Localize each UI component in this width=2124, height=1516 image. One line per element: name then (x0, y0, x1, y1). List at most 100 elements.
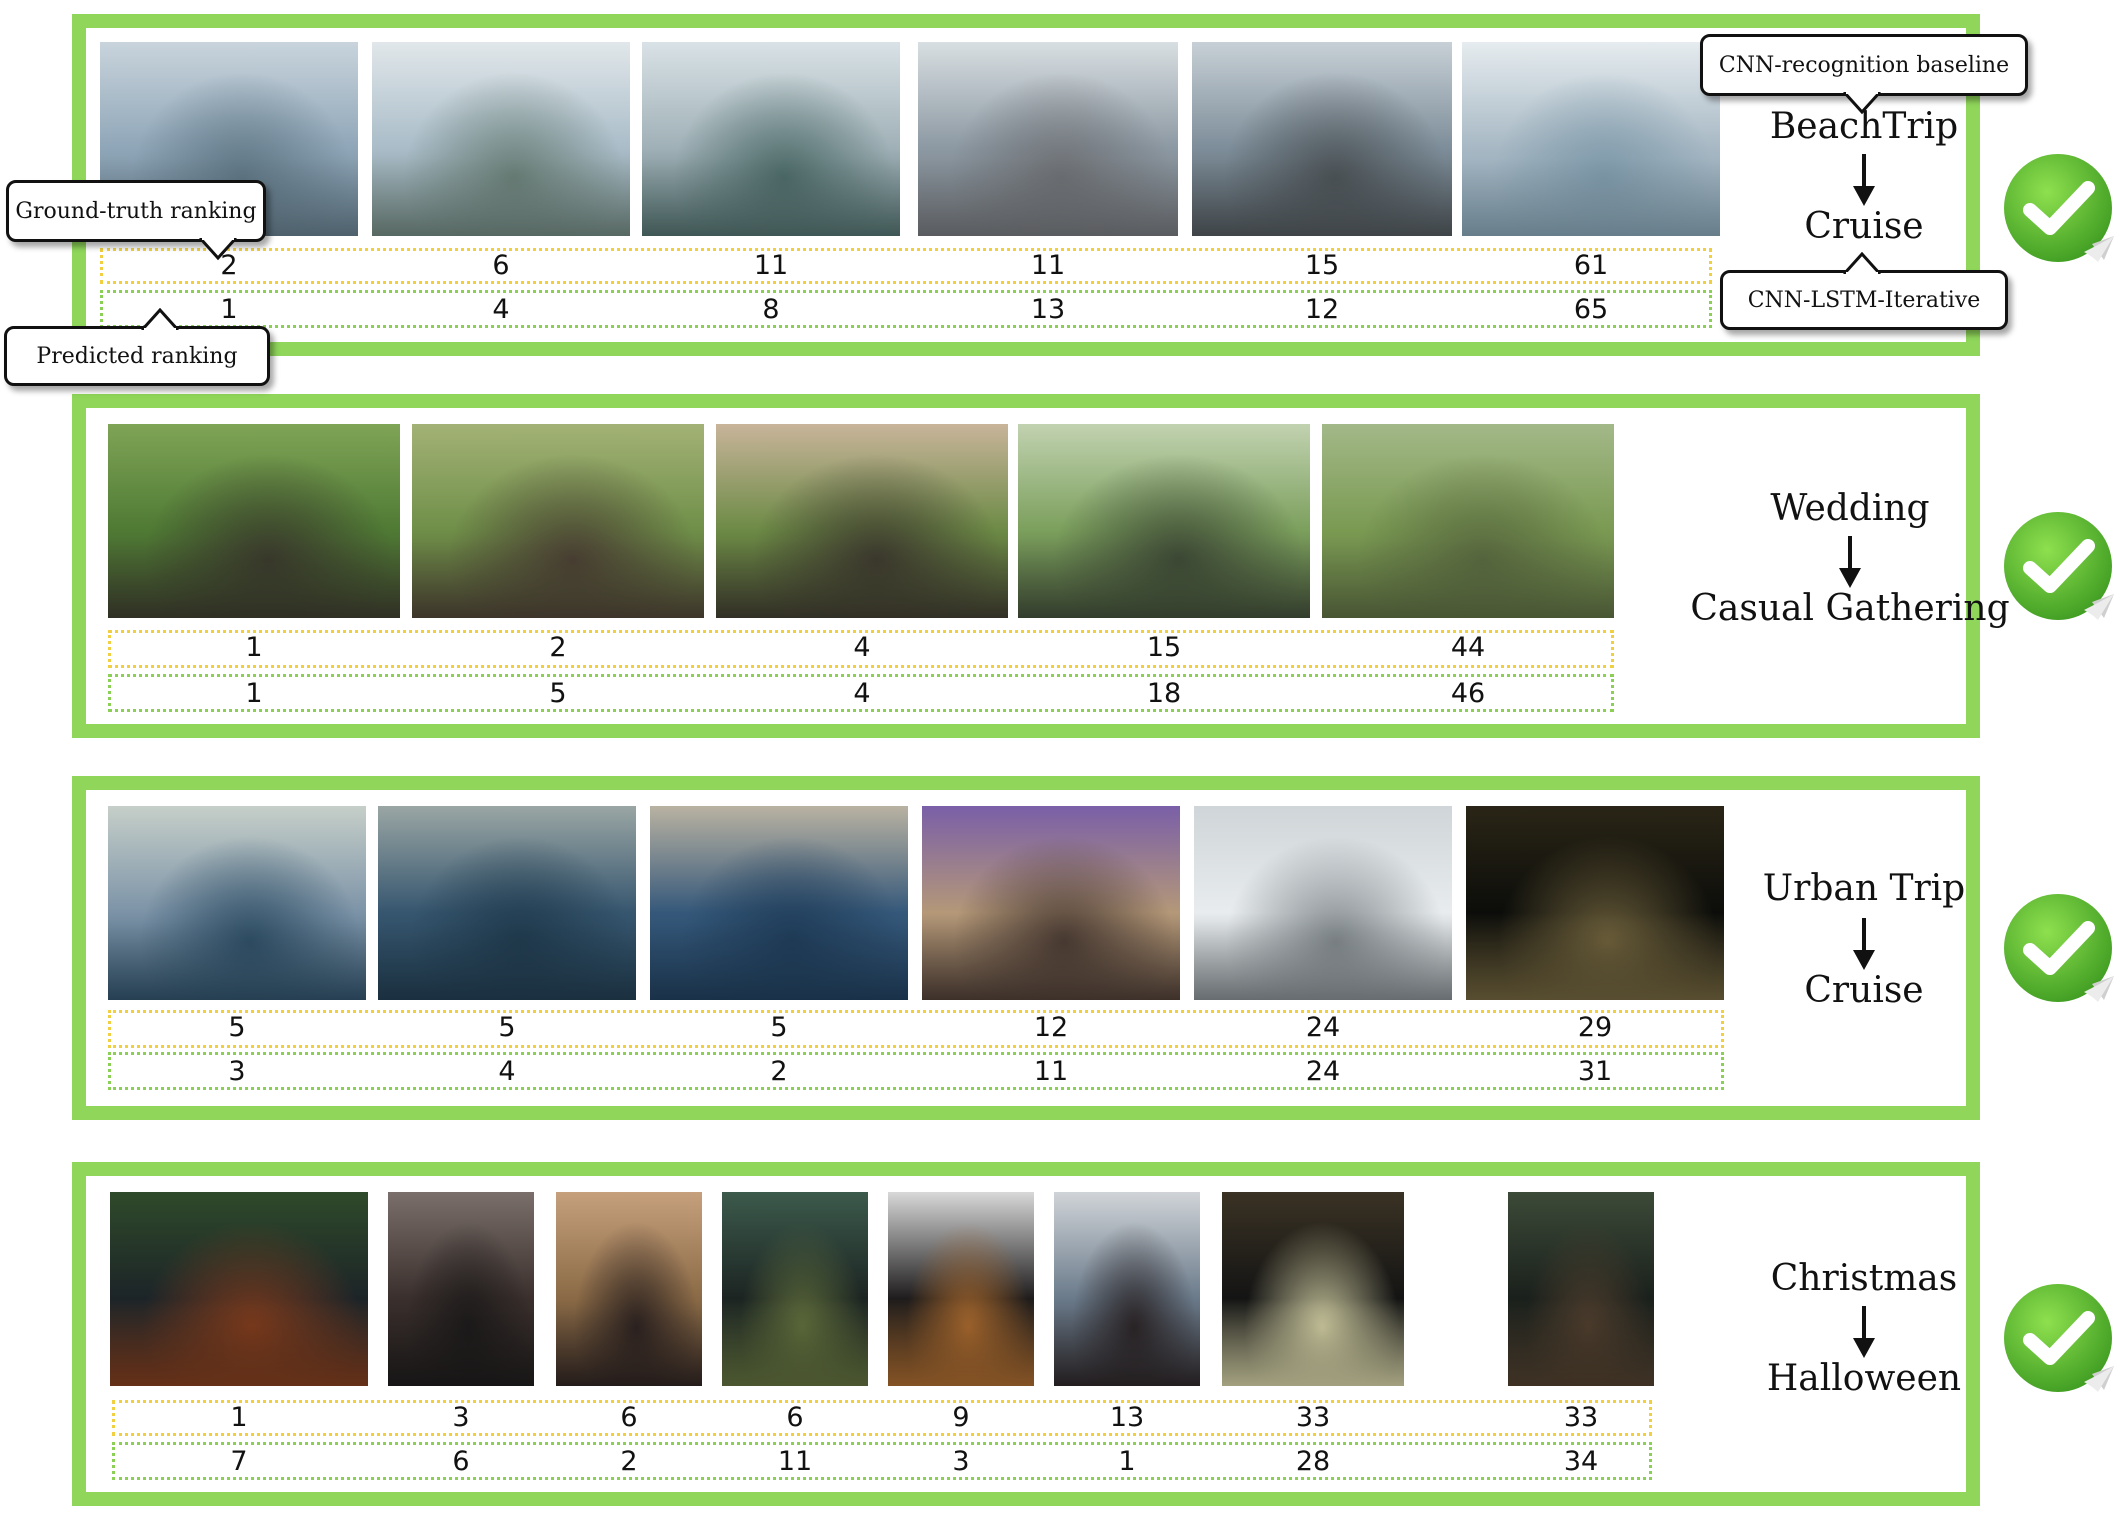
predicted-rank: 4 (853, 678, 871, 709)
ground-truth-rank-box (108, 1010, 1724, 1048)
album-photo (1018, 424, 1310, 618)
ground-truth-rank-box (112, 1400, 1652, 1436)
predicted-rank: 5 (549, 678, 567, 709)
album-photo (650, 806, 908, 1000)
predicted-rank-box (108, 674, 1614, 712)
ground-truth-rank: 29 (1577, 1012, 1613, 1043)
album-photo (1054, 1192, 1200, 1386)
album-photo (1192, 42, 1452, 236)
ground-truth-rank: 12 (1033, 1012, 1069, 1043)
album-photo (1466, 806, 1724, 1000)
baseline-event-label: Christmas (1770, 1258, 1958, 1299)
ground-truth-rank: 15 (1146, 632, 1182, 663)
predicted-rank: 24 (1305, 1056, 1341, 1087)
ground-truth-rank: 2 (220, 250, 238, 281)
predicted-callout-pointer (140, 307, 180, 334)
predicted-rank: 3 (228, 1056, 246, 1087)
predicted-rank-box (108, 1052, 1724, 1090)
predicted-rank: 3 (952, 1446, 970, 1477)
ground-truth-rank-box (108, 630, 1614, 668)
down-arrow-icon (1849, 918, 1879, 970)
predicted-rank: 4 (498, 1056, 516, 1087)
predicted-rank: 11 (1033, 1056, 1069, 1087)
down-arrow-icon (1849, 154, 1879, 206)
predicted-rank: 46 (1450, 678, 1486, 709)
album-photo (372, 42, 630, 236)
predicted-event-label: Cruise (1804, 206, 1924, 247)
down-arrow-icon (1835, 536, 1865, 588)
album-photo (918, 42, 1178, 236)
album-photo (388, 1192, 534, 1386)
predicted-event-label: Halloween (1766, 1358, 1962, 1399)
ground-truth-rank: 44 (1450, 632, 1486, 663)
check-mark-icon (2000, 148, 2120, 268)
predicted-rank: 8 (762, 294, 780, 325)
baseline-callout: CNN-recognition baseline (1700, 34, 2028, 96)
ground-truth-rank: 6 (492, 250, 510, 281)
baseline-event-label: Wedding (1770, 488, 1930, 529)
predicted-rank: 2 (770, 1056, 788, 1087)
predicted-callout: Predicted ranking (4, 326, 270, 386)
album-photo (922, 806, 1180, 1000)
down-arrow-icon (1849, 1306, 1879, 1358)
baseline-callout-pointer (1842, 88, 1882, 120)
ground-truth-rank: 5 (498, 1012, 516, 1043)
album-photo (110, 1192, 368, 1386)
predicted-rank-box (112, 1442, 1652, 1480)
album-photo (108, 424, 400, 618)
predicted-rank: 2 (620, 1446, 638, 1477)
predicted-rank: 1 (220, 294, 238, 325)
predicted-rank: 65 (1573, 294, 1609, 325)
album-photo (1462, 42, 1720, 236)
predicted-rank: 31 (1577, 1056, 1613, 1087)
ground-truth-rank: 61 (1573, 250, 1609, 281)
ground-truth-rank: 1 (245, 632, 263, 663)
check-mark-icon (2000, 506, 2120, 626)
album-photo (1222, 1192, 1404, 1386)
check-mark-icon (2000, 888, 2120, 1008)
predicted-rank: 7 (230, 1446, 248, 1477)
predicted-rank: 13 (1030, 294, 1066, 325)
ground-truth-rank: 9 (952, 1402, 970, 1433)
album-photo (722, 1192, 868, 1386)
ground-truth-rank: 13 (1109, 1402, 1145, 1433)
baseline-event-label: BeachTrip (1769, 106, 1959, 147)
album-photo (716, 424, 1008, 618)
predicted-rank: 1 (1118, 1446, 1136, 1477)
ground-truth-rank: 1 (230, 1402, 248, 1433)
ground-truth-rank: 24 (1305, 1012, 1341, 1043)
ground-truth-rank-box (100, 248, 1712, 284)
album-photo (412, 424, 704, 618)
ground-truth-callout: Ground-truth ranking (6, 180, 266, 242)
ground-truth-rank: 2 (549, 632, 567, 663)
predicted-rank-box (100, 290, 1712, 328)
ground-truth-rank: 11 (753, 250, 789, 281)
album-photo (108, 806, 366, 1000)
predicted-rank: 4 (492, 294, 510, 325)
album-photo (556, 1192, 702, 1386)
ours-callout-pointer (1842, 251, 1882, 278)
baseline-event-label: Urban Trip (1762, 868, 1966, 909)
predicted-rank: 12 (1304, 294, 1340, 325)
ours-callout: CNN-LSTM-Iterative (1720, 270, 2008, 330)
predicted-rank: 11 (777, 1446, 813, 1477)
album-photo (888, 1192, 1034, 1386)
predicted-rank: 1 (245, 678, 263, 709)
ground-truth-rank: 5 (770, 1012, 788, 1043)
ground-truth-rank: 11 (1030, 250, 1066, 281)
ground-truth-rank: 33 (1563, 1402, 1599, 1433)
ground-truth-rank: 33 (1295, 1402, 1331, 1433)
ground-truth-rank: 6 (620, 1402, 638, 1433)
ground-truth-rank: 4 (853, 632, 871, 663)
ground-truth-rank: 6 (786, 1402, 804, 1433)
predicted-rank: 34 (1563, 1446, 1599, 1477)
album-photo (1508, 1192, 1654, 1386)
ground-truth-callout-pointer (198, 234, 238, 266)
ground-truth-rank: 3 (452, 1402, 470, 1433)
ground-truth-rank: 15 (1304, 250, 1340, 281)
album-photo (642, 42, 900, 236)
predicted-rank: 6 (452, 1446, 470, 1477)
predicted-rank: 18 (1146, 678, 1182, 709)
predicted-event-label: Casual Gathering (1690, 588, 2010, 629)
check-mark-icon (2000, 1278, 2120, 1398)
